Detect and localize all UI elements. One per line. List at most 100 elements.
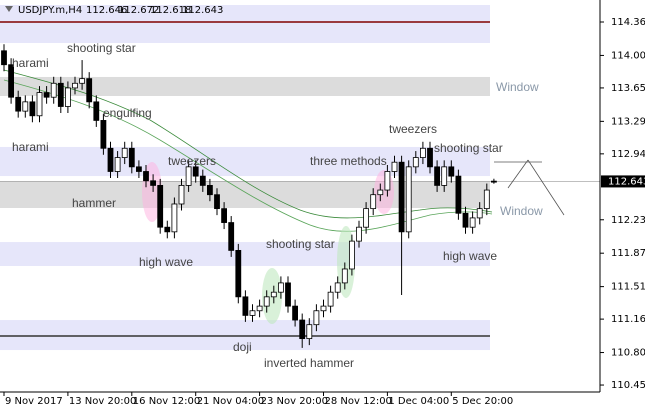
annotation: high wave [139, 255, 193, 269]
candle-body [341, 268, 348, 284]
current-price-label: 112.643 [608, 176, 645, 187]
candle-body [107, 147, 114, 172]
candle-body [277, 282, 284, 293]
annotation: hammer [72, 196, 116, 210]
candle-body [377, 189, 384, 196]
candle-body [242, 296, 249, 316]
candle-body [270, 291, 277, 298]
candle-body [412, 157, 419, 168]
annotation: engulfing [103, 106, 152, 120]
annotation: Window [496, 80, 539, 94]
x-tick-label: 9 Nov 2017 [5, 396, 63, 407]
candle-body [192, 166, 199, 177]
annotation: three methods [310, 154, 387, 168]
annotation: shooting star [434, 141, 503, 155]
y-tick-label: 110.800 [611, 348, 645, 359]
candle-body [292, 305, 299, 321]
annotation: doji [233, 340, 252, 354]
candle-body [313, 310, 320, 326]
candle-body [206, 185, 213, 196]
candle-body [178, 185, 185, 205]
candle-body [150, 180, 157, 186]
candle-body [405, 166, 412, 233]
candle-body [483, 189, 490, 210]
menu-icon[interactable] [5, 6, 13, 12]
candle-body [185, 166, 192, 186]
candle-body [65, 87, 71, 107]
candle-body [356, 226, 362, 242]
annotation: harami [12, 56, 49, 70]
y-tick-label: 111.160 [611, 314, 645, 325]
zone [0, 5, 490, 43]
x-tick-label: 13 Nov 20:00 [69, 396, 136, 407]
candle-body [8, 64, 15, 98]
zone [0, 242, 490, 267]
candle-body [363, 208, 370, 228]
header-high: 112.672 [118, 5, 159, 16]
x-tick-label: 16 Nov 12:00 [133, 396, 200, 407]
candle-body [199, 175, 206, 186]
zone [0, 76, 490, 97]
forecast-lines [494, 159, 565, 216]
candle-body [490, 180, 497, 183]
candle-body [114, 157, 121, 172]
y-tick-label: 110.450 [611, 380, 645, 391]
candle-body [29, 101, 36, 117]
candle-body [171, 203, 178, 233]
annotation: tweezers [389, 122, 437, 136]
moving-average [3, 69, 493, 219]
candle-body [263, 296, 270, 307]
candle-body [455, 175, 462, 214]
x-tick-label: 23 Nov 20:00 [261, 396, 328, 407]
candle-body [320, 305, 327, 312]
header-close: 112.643 [182, 5, 223, 16]
candle-body [15, 96, 22, 112]
candle-body [469, 217, 476, 228]
candle-body [43, 92, 50, 98]
candle-body [121, 147, 128, 158]
y-tick-label: 111.510 [611, 282, 645, 293]
candle-body [348, 240, 355, 270]
header-open: 112.646 [86, 5, 127, 16]
x-tick-label: 28 Nov 12:00 [325, 396, 392, 407]
candle-body [334, 282, 341, 293]
candle-body [157, 185, 164, 228]
candle-body [462, 212, 469, 228]
annotation: tweezers [168, 154, 216, 168]
candle-body [249, 310, 256, 316]
zone [0, 320, 490, 351]
candle-body [22, 101, 29, 112]
candle-body [476, 208, 483, 219]
candle-body [448, 166, 455, 177]
candle-body [221, 208, 228, 223]
annotation: shooting star [67, 41, 136, 55]
candle-body [93, 101, 100, 121]
moving-average [3, 79, 493, 232]
candle-body [72, 82, 78, 89]
candle-body [285, 282, 291, 307]
x-tick-label: 5 Dec 20:00 [452, 396, 513, 407]
candle-body [57, 82, 64, 107]
candle-body [384, 171, 391, 191]
candle-body [427, 147, 433, 168]
candle-body [391, 161, 398, 172]
x-tick-label: 1 Dec 04:00 [388, 396, 449, 407]
header-low: 112.618 [150, 5, 191, 16]
candle-body [143, 171, 149, 182]
candle-body [79, 78, 85, 84]
candle-body [214, 194, 220, 210]
y-tick-label: 114.000 [611, 50, 645, 61]
y-tick-label: 113.290 [611, 116, 645, 127]
y-tick-label: 112.940 [611, 149, 645, 160]
candle-body [370, 194, 377, 210]
candle-body [235, 250, 242, 298]
candle-body [1, 50, 7, 66]
candle-body [398, 161, 405, 233]
candle-body [164, 226, 171, 233]
y-tick-label: 113.650 [611, 83, 645, 94]
candle-body [441, 166, 448, 186]
annotation: Window [500, 204, 543, 218]
symbol: USDJPY.m,H4 [18, 5, 82, 16]
annotation: shooting star [266, 237, 335, 251]
highlight [374, 170, 394, 214]
